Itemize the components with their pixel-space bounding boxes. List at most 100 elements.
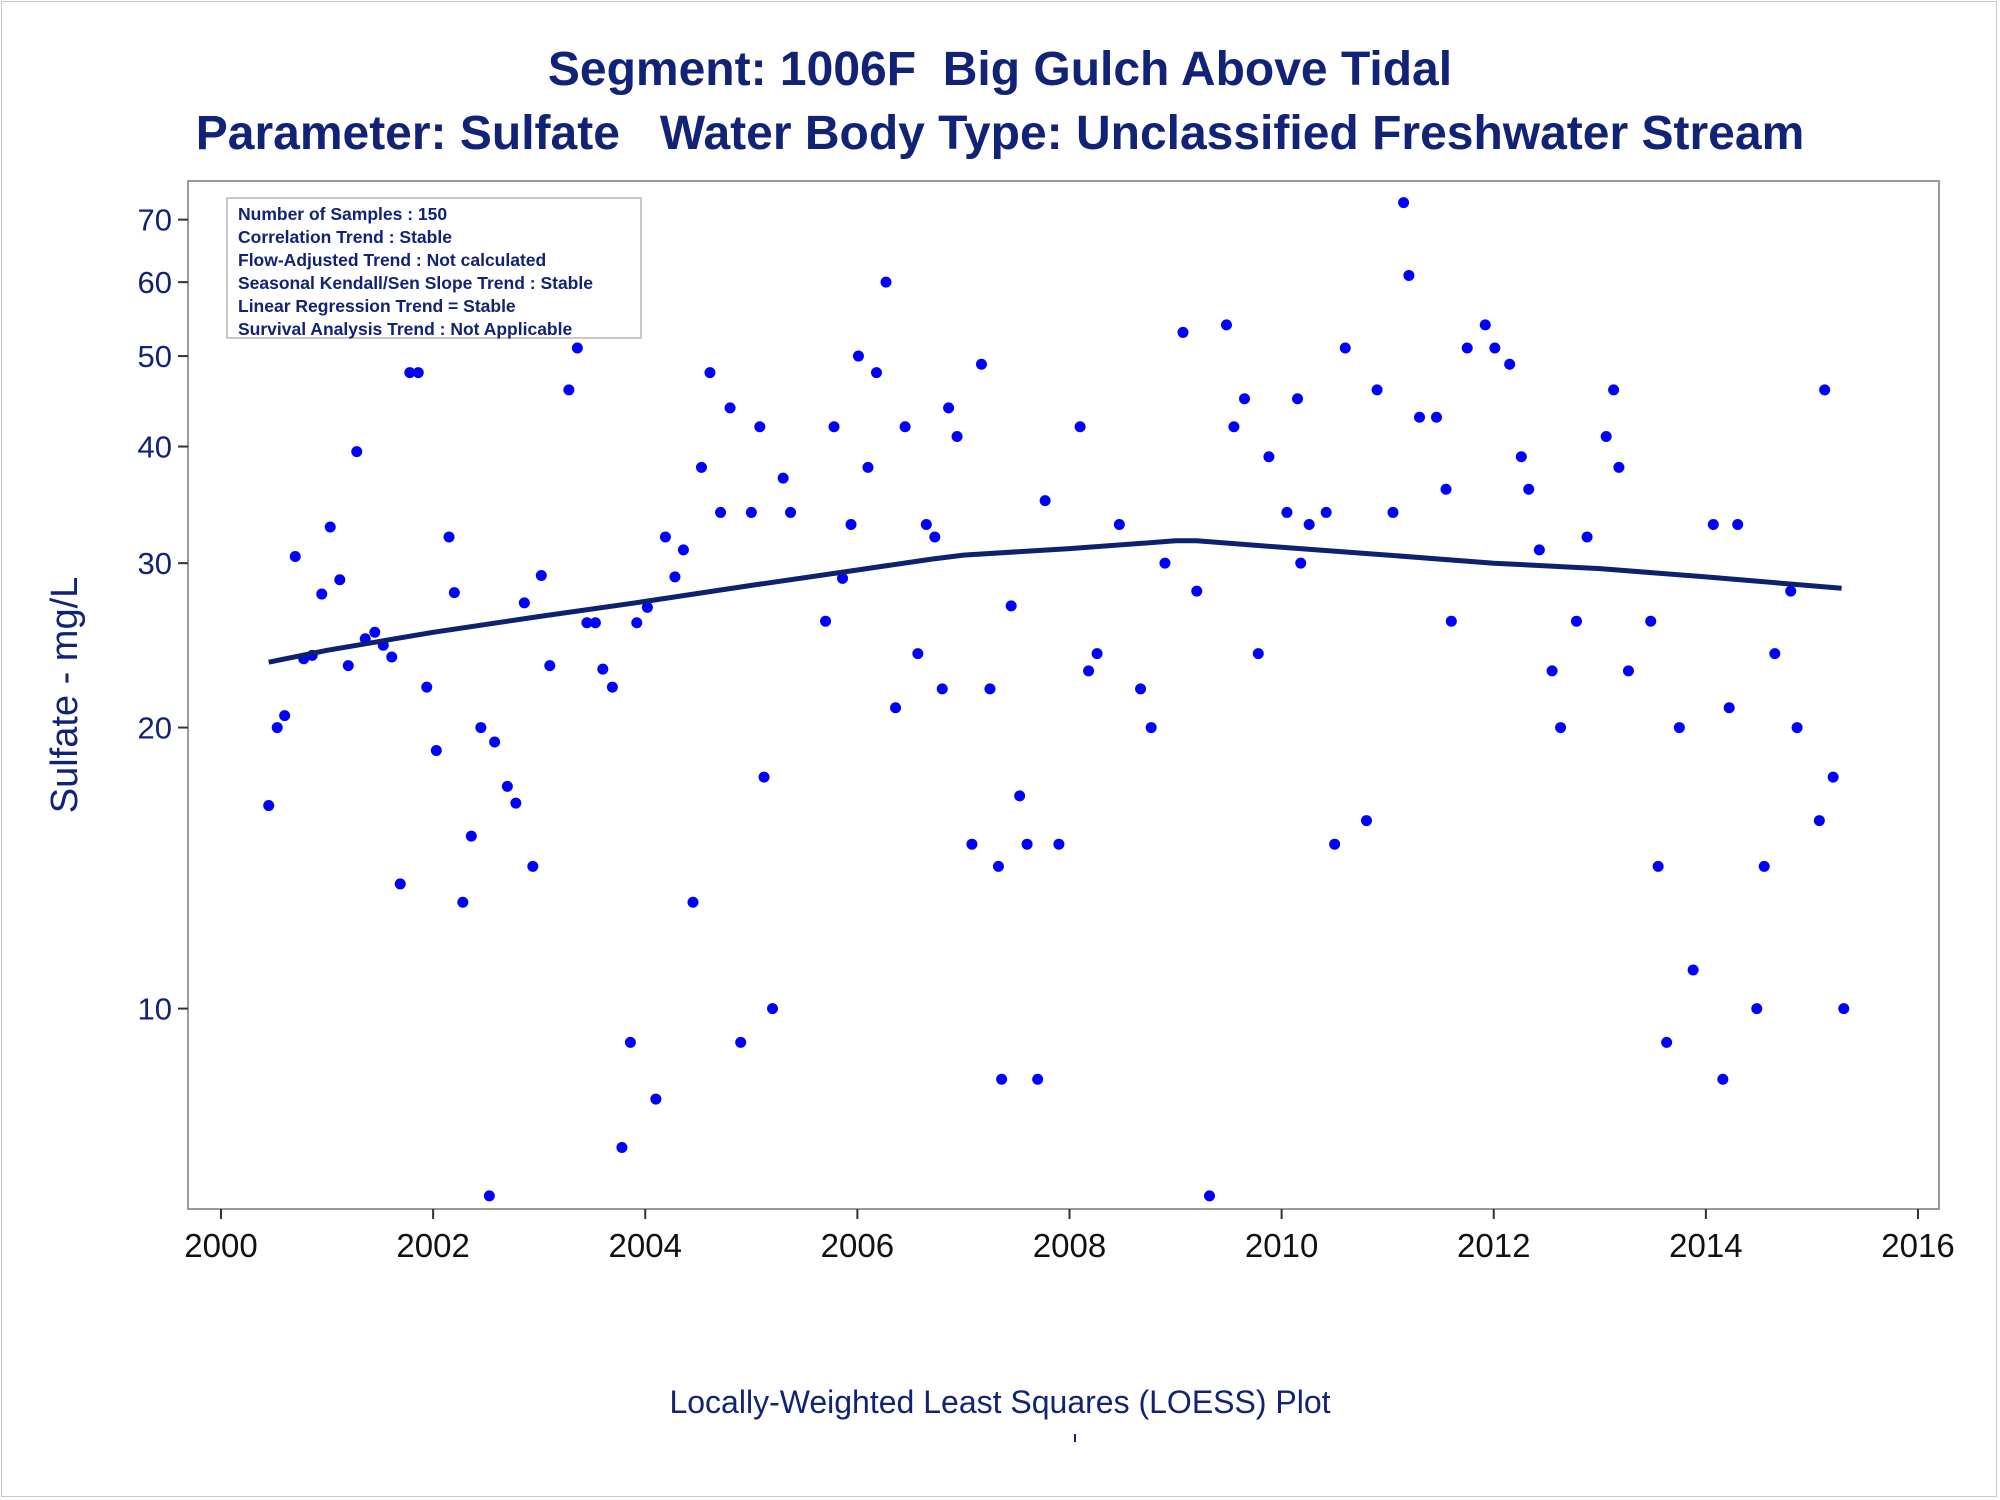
stats-number-of-samples: Number of Samples : 150 [238, 204, 448, 224]
data-point [430, 744, 442, 756]
x-tick-label: 2008 [1033, 1227, 1106, 1264]
data-point [1652, 860, 1664, 872]
data-point [404, 367, 416, 379]
data-point [457, 896, 469, 908]
data-point [1032, 1073, 1044, 1085]
stats-correlation-trend: Correlation Trend : Stable [238, 227, 452, 247]
data-point [616, 1141, 628, 1153]
data-point [650, 1093, 662, 1105]
data-point [912, 648, 924, 660]
x-tick-label: 2002 [396, 1227, 469, 1264]
data-point [289, 550, 301, 562]
data-point [597, 663, 609, 675]
data-point [880, 276, 892, 288]
data-point [1440, 483, 1452, 495]
data-point [1523, 483, 1535, 495]
stats-seasonal-kendall-trend: Seasonal Kendall/Sen Slope Trend : Stabl… [238, 273, 593, 293]
data-point [920, 519, 932, 531]
data-point [563, 384, 575, 396]
data-point [1320, 506, 1332, 518]
data-point [1263, 451, 1275, 463]
data-point [996, 1073, 1008, 1085]
y-tick-label: 10 [138, 992, 172, 1027]
data-point [1083, 665, 1095, 677]
data-point [1838, 1003, 1850, 1015]
data-point [735, 1036, 747, 1048]
data-point [1021, 838, 1033, 850]
data-point [1717, 1073, 1729, 1085]
x-tick-label: 2006 [821, 1227, 894, 1264]
data-point [316, 588, 328, 600]
data-point [1220, 319, 1232, 331]
data-point [1546, 665, 1558, 677]
data-point [279, 710, 291, 722]
y-tick-label: 20 [138, 711, 172, 746]
data-point [1403, 269, 1415, 281]
data-point [483, 1190, 495, 1202]
data-point [1339, 342, 1351, 354]
data-point [1673, 722, 1685, 734]
y-axis-label: Sulfate - mg/L [44, 577, 86, 814]
stats-linear-regression-trend: Linear Regression Trend = Stable [238, 296, 516, 316]
data-point [1791, 722, 1803, 734]
data-point [845, 519, 857, 531]
data-point [631, 617, 643, 629]
data-point [852, 350, 864, 362]
data-point [1581, 531, 1593, 543]
data-point [862, 461, 874, 473]
data-point [1159, 557, 1171, 569]
data-point [1555, 722, 1567, 734]
data-point [544, 660, 556, 672]
x-tick-label: 2016 [1881, 1227, 1954, 1264]
data-point [501, 780, 513, 792]
data-point [443, 531, 455, 543]
data-point [448, 587, 460, 599]
data-point [465, 830, 477, 842]
data-point [1239, 393, 1251, 405]
data-point [1295, 557, 1307, 569]
data-point [1687, 964, 1699, 976]
y-tick-label: 30 [138, 546, 172, 581]
data-point [334, 574, 346, 586]
stats-flow-adjusted-trend: Flow-Adjusted Trend : Not calculated [238, 250, 547, 270]
data-point [767, 1003, 779, 1015]
data-point [1430, 411, 1442, 423]
data-point [695, 461, 707, 473]
data-point [820, 615, 832, 627]
data-point [1014, 790, 1026, 802]
data-point [342, 660, 354, 672]
data-point [1515, 451, 1527, 463]
data-point [899, 421, 911, 433]
data-point [669, 571, 681, 583]
data-point [641, 601, 653, 613]
data-point [951, 431, 963, 443]
x-tick-label: 2010 [1245, 1227, 1318, 1264]
data-point [1113, 519, 1125, 531]
data-point [581, 617, 593, 629]
data-point [412, 367, 424, 379]
data-point [589, 617, 601, 629]
data-point [1504, 358, 1516, 370]
data-point [1600, 431, 1612, 443]
data-point [1329, 838, 1341, 850]
data-point [715, 506, 727, 518]
data-point [745, 506, 757, 518]
data-point [936, 683, 948, 695]
data-point [1398, 197, 1410, 209]
data-point [1228, 421, 1240, 433]
x-tick-label: 2012 [1457, 1227, 1530, 1264]
data-point [929, 531, 941, 543]
y-tick-label: 60 [138, 265, 172, 300]
data-point [324, 521, 336, 533]
data-point [777, 472, 789, 484]
x-tick-label: 2004 [609, 1227, 682, 1264]
data-point [1827, 771, 1839, 783]
data-point [890, 702, 902, 714]
data-point [1758, 860, 1770, 872]
data-point [828, 421, 840, 433]
footnote-mark [1074, 1434, 1076, 1442]
y-tick-label: 50 [138, 339, 172, 374]
data-point [677, 544, 689, 556]
data-point [1819, 384, 1831, 396]
data-point [1661, 1036, 1673, 1048]
